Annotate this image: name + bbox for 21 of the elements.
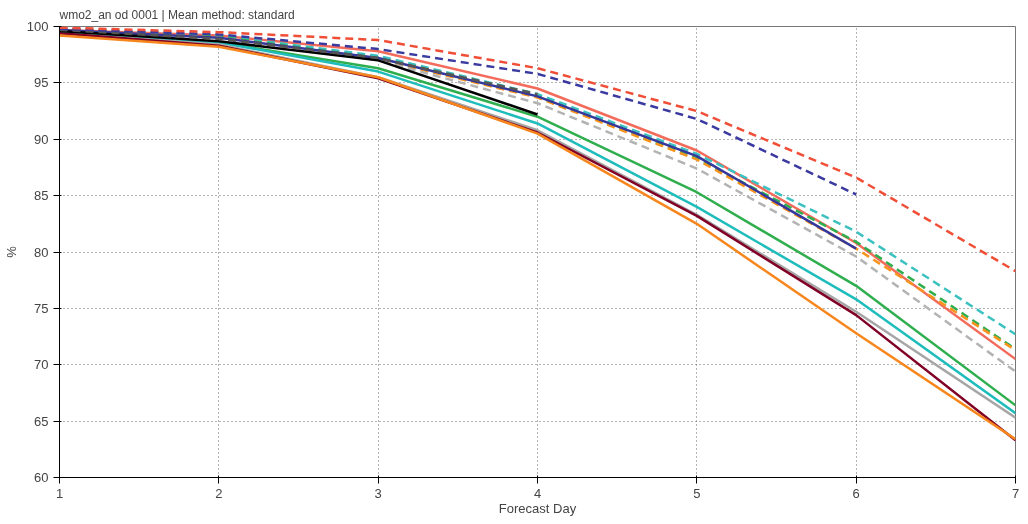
- x-tick-label: 7: [1011, 485, 1020, 501]
- y-tick-label: 70: [34, 357, 49, 373]
- y-tick-label: 75: [34, 300, 49, 316]
- x-tick-label: 2: [215, 485, 223, 501]
- y-tick-label: 60: [34, 470, 49, 485]
- x-tick-label: 1: [55, 485, 64, 501]
- line-series: [59, 28, 539, 96]
- y-tick-label: 85: [34, 188, 49, 204]
- line-series: [59, 26, 1016, 273]
- y-tick-label: 80: [34, 244, 49, 260]
- y-tick-label: 100: [26, 19, 49, 34]
- x-tick-label: 5: [693, 485, 701, 501]
- x-tick-label: 4: [533, 485, 542, 501]
- y-tick-label: 95: [34, 75, 49, 91]
- y-tick-label: 65: [34, 413, 49, 429]
- x-tick-label: 3: [374, 485, 382, 501]
- chart-title: wmo2_an od 0001 | Mean method: standard: [58, 7, 295, 22]
- y-axis-title: %: [3, 245, 19, 258]
- x-tick-label: 6: [852, 485, 860, 501]
- x-axis-title: Forecast Day: [498, 500, 577, 516]
- y-tick-label: 90: [34, 131, 49, 147]
